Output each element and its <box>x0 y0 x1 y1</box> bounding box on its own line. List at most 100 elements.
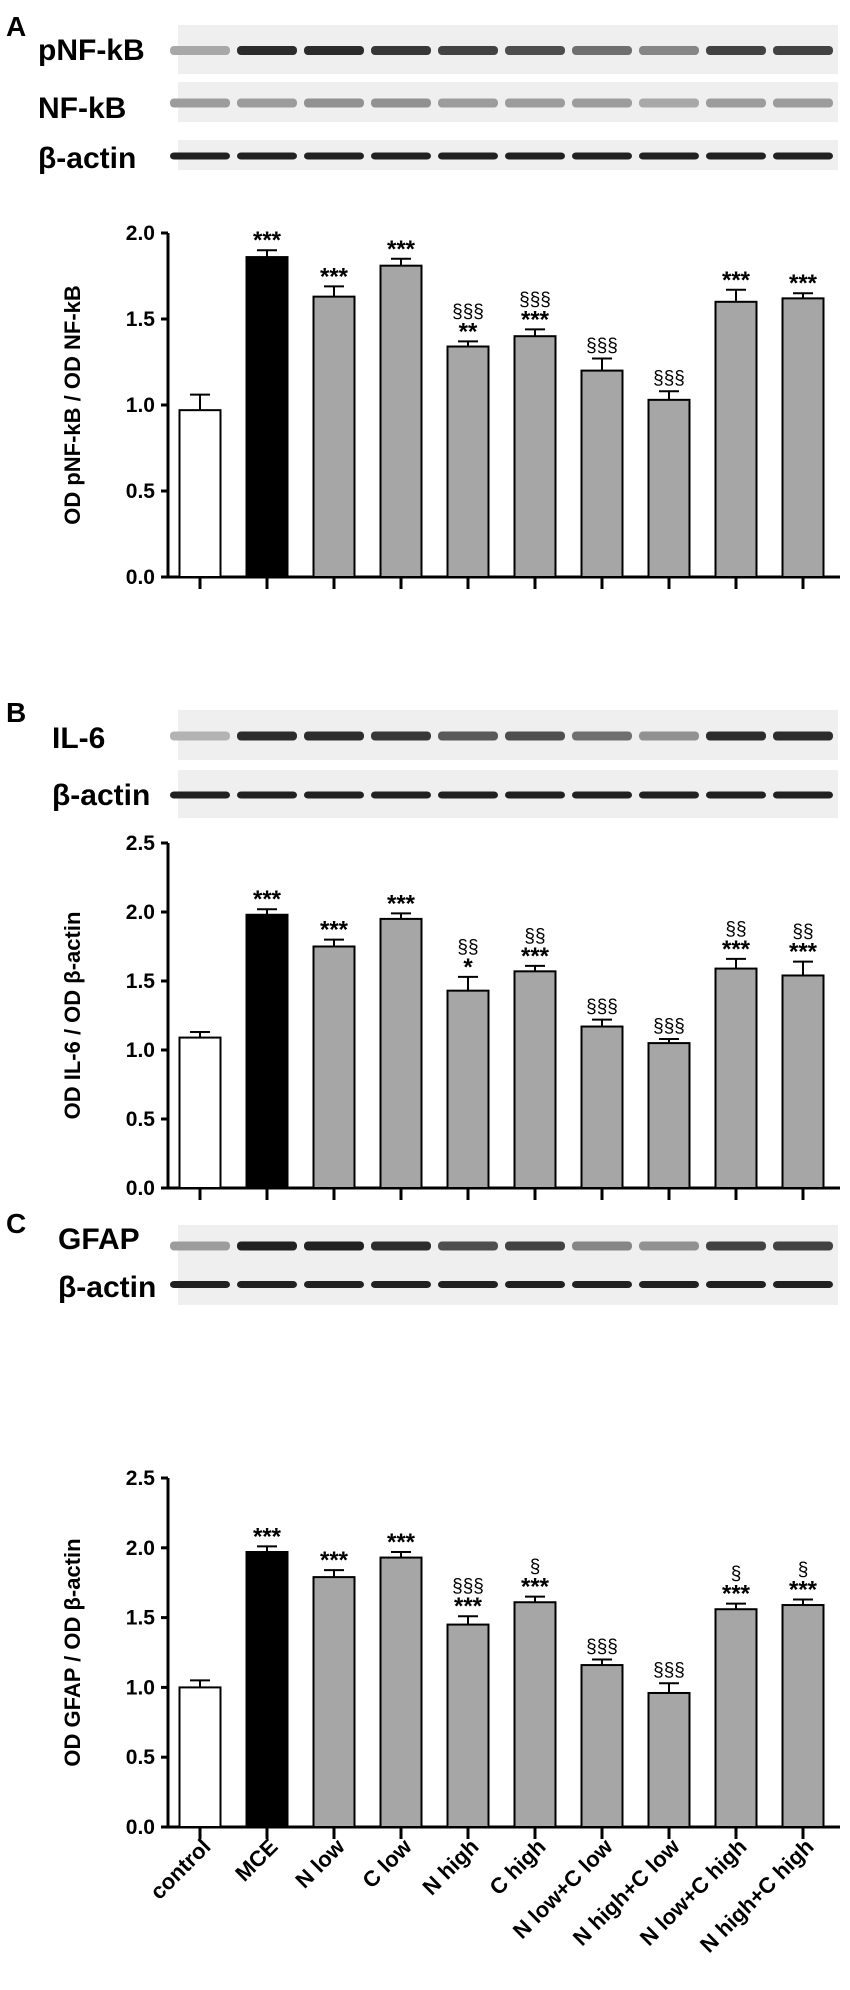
bar <box>714 1608 758 1828</box>
blot-band <box>371 98 431 108</box>
blot-band <box>505 1281 565 1288</box>
significance-label: §§§ <box>653 368 685 389</box>
bar <box>245 1550 289 1829</box>
blot-band <box>572 152 632 160</box>
y-axis-label: OD pNF-kB / OD NF-kB <box>60 285 85 525</box>
blot-label: pNF-kB <box>38 34 145 67</box>
blot-band <box>438 731 498 741</box>
significance-label: §§§ <box>586 1636 618 1657</box>
blot-label: β-actin <box>38 142 136 175</box>
significance-label: §§ <box>524 926 545 947</box>
blot-band <box>706 731 766 741</box>
bar <box>781 974 825 1189</box>
significance-label: § <box>798 1559 809 1580</box>
significance-label: *** <box>521 1574 550 1601</box>
y-tick-label: 2.5 <box>126 832 156 855</box>
blot-band <box>371 791 431 799</box>
blot-band <box>572 1241 632 1251</box>
significance-label: §§§ <box>452 301 484 322</box>
blot-band <box>773 1241 833 1251</box>
bar <box>781 1604 825 1829</box>
significance-label: *** <box>253 1523 282 1550</box>
blot-band <box>639 731 699 741</box>
bar <box>647 398 691 578</box>
blot-label: GFAP <box>58 1223 140 1256</box>
significance-label: *** <box>722 267 751 294</box>
y-tick-label: 1.5 <box>126 1607 156 1630</box>
significance-label: §§§ <box>586 336 618 357</box>
blot-band <box>706 1281 766 1288</box>
bar <box>379 264 423 578</box>
blot-band <box>639 1241 699 1251</box>
blot-band <box>639 152 699 160</box>
x-tick-label: N high+C high <box>695 1834 819 1958</box>
y-tick-label: 2.0 <box>126 222 155 245</box>
x-tick-label: MCE <box>230 1834 282 1886</box>
blot-band <box>505 152 565 160</box>
blot-band <box>438 791 498 799</box>
bar <box>781 297 825 578</box>
blot-band <box>237 98 297 108</box>
blot-band <box>505 46 565 55</box>
bar <box>647 1691 691 1829</box>
blot-band <box>304 1281 364 1288</box>
blot-band <box>773 152 833 160</box>
significance-label: *** <box>789 1576 818 1603</box>
bar <box>312 295 356 578</box>
bar <box>714 967 758 1190</box>
blot-band <box>371 46 431 55</box>
blot-band <box>706 46 766 55</box>
y-tick-label: 0.0 <box>126 566 155 589</box>
blot-band <box>371 1241 431 1251</box>
significance-label: *** <box>722 936 751 963</box>
panel-c: C GFAP β-actin 0.0 0.5 1.0 1.5 2.0 2.5 OD GFAP / … <box>6 1208 840 1839</box>
y-tick-label: 0.0 <box>126 1177 155 1200</box>
blot-band <box>773 1281 833 1288</box>
y-tick-label: 2.5 <box>126 1467 156 1490</box>
blot-band <box>170 98 230 108</box>
blot-band <box>237 46 297 55</box>
significance-label: § <box>530 1557 541 1578</box>
y-tick-label: 2.0 <box>126 901 155 924</box>
blot-band <box>304 152 364 160</box>
significance-label: *** <box>454 1593 483 1620</box>
blot-band <box>572 98 632 108</box>
bar <box>513 1601 557 1829</box>
blot-band <box>773 46 833 55</box>
blot-label: β-actin <box>58 1271 156 1304</box>
blot-band <box>706 98 766 108</box>
significance-label: *** <box>789 270 818 297</box>
bar <box>379 917 423 1190</box>
blot-band <box>170 1241 230 1251</box>
y-tick-label: 1.5 <box>126 970 156 993</box>
blot-band <box>706 791 766 799</box>
significance-label: *** <box>789 939 818 966</box>
y-tick-label: 0.0 <box>126 1816 155 1839</box>
panel-letter: B <box>6 697 26 728</box>
y-axis-label: OD GFAP / OD β-actin <box>60 1538 85 1766</box>
x-tick-label: C low <box>357 1833 417 1893</box>
significance-label: *** <box>320 917 349 944</box>
blot-band <box>639 1281 699 1288</box>
significance-label: *** <box>253 227 282 254</box>
y-tick-label: 2.0 <box>126 1537 155 1560</box>
blot-band <box>304 46 364 55</box>
blot-band <box>237 791 297 799</box>
blot-band <box>572 731 632 741</box>
significance-label: §§§ <box>452 1576 484 1597</box>
significance-label: * <box>463 954 473 981</box>
blot-band <box>572 46 632 55</box>
significance-label: *** <box>521 306 550 333</box>
significance-label: *** <box>521 943 550 970</box>
blot-band <box>706 1241 766 1251</box>
blot-band <box>304 1241 364 1251</box>
blot-band <box>304 98 364 108</box>
bar <box>647 1042 691 1189</box>
bar <box>446 989 490 1189</box>
blot-band <box>170 152 230 160</box>
blot-band <box>773 98 833 108</box>
significance-label: ** <box>459 318 478 345</box>
y-axis-label: OD IL-6 / OD β-actin <box>60 912 85 1120</box>
